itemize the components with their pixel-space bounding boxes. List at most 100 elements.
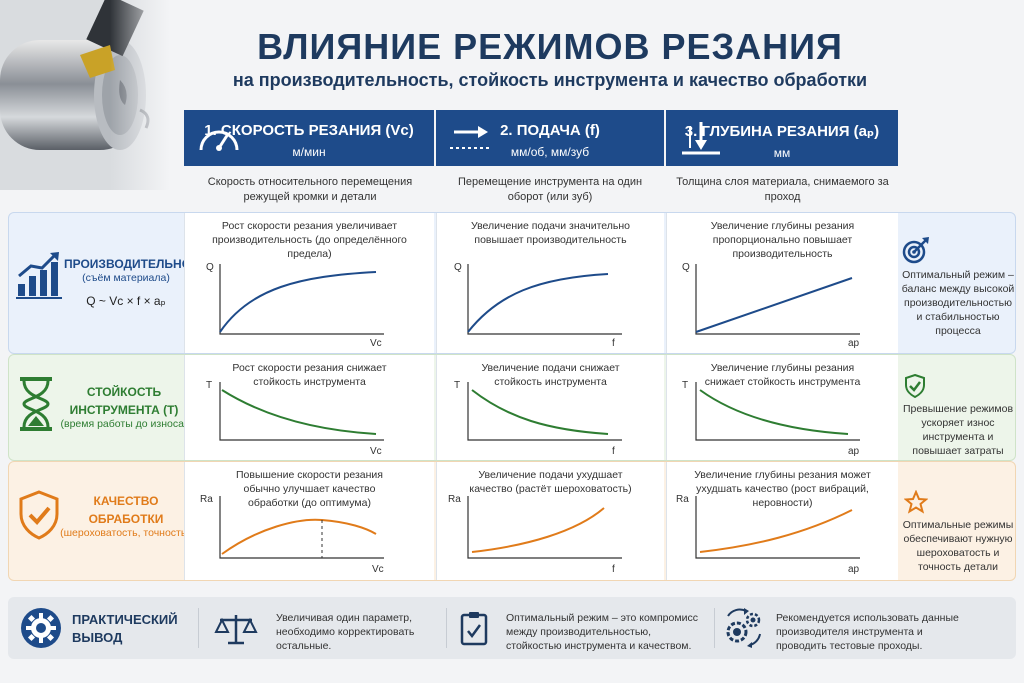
gear-icon <box>21 608 61 648</box>
cell-text: Увеличение подачи ухудшает качество (рас… <box>469 469 632 495</box>
star-icon <box>904 490 928 514</box>
cell-qual-depth: Увеличение глубины резания может ухудшат… <box>666 462 898 580</box>
chart-qual-feed: Ra f <box>448 494 622 575</box>
cell-text: Повышение скорости резания обычно улучша… <box>236 469 383 509</box>
chart-x-label: f <box>612 338 615 348</box>
cell-prod-speed: Рост скорости резания увеличивает произв… <box>184 213 434 353</box>
cell-qual-feed: Увеличение подачи ухудшает качество (рас… <box>436 462 664 580</box>
cell-life-feed: Увеличение подачи снижает стойкость инст… <box>436 355 664 460</box>
clipboard-check-icon <box>460 612 488 646</box>
chart-life-speed: T Vc <box>206 380 384 456</box>
column-title: 1. СКОРОСТЬ РЕЗАНИЯ (Vc) <box>204 122 414 139</box>
target-icon <box>902 237 929 264</box>
column-unit: м/мин <box>292 145 326 159</box>
productivity-formula: Q ~ Vc × f × aₚ <box>86 294 166 308</box>
chart-axes <box>695 382 860 441</box>
column-title: 2. ПОДАЧА (f) <box>500 122 600 139</box>
chart-y-label: T <box>454 380 460 391</box>
cell-life-speed: Рост скорости резания снижает стойкость … <box>184 355 434 460</box>
chart-axes <box>219 264 384 335</box>
column-description: Толщина слоя материала, снимаемого за пр… <box>676 176 889 203</box>
cell-text: Увеличение подачи снижает стойкость инст… <box>481 362 620 388</box>
chart-curve <box>219 271 377 333</box>
page-subtitle: на производительность, стойкость инструм… <box>232 70 868 90</box>
chart-x-label: Vc <box>370 338 382 348</box>
row-subtitle: (съём материала) <box>82 272 170 284</box>
column-header-feed: 2. ПОДАЧА (f) мм/об, мм/зуб <box>436 110 664 166</box>
chart-x-label: ap <box>848 446 860 456</box>
row-subtitle: (шероховатость, точность) <box>60 527 190 539</box>
chart-x-label: ap <box>848 564 860 575</box>
cell-text: Увеличение подачи значительно повышает п… <box>470 220 630 246</box>
chart-y-label: Ra <box>448 494 461 505</box>
column-description: Скорость относительного перемещения режу… <box>207 176 413 203</box>
shield-check-icon <box>19 490 59 540</box>
chart-prod-speed: Q Vc <box>206 262 384 348</box>
depth-arrow-icon <box>682 122 720 155</box>
chart-prod-feed: Q f <box>454 262 622 348</box>
row-title: СТОЙКОСТЬ ИНСТРУМЕНТА (T) <box>69 385 179 417</box>
conclusion-text: Оптимальный режим – это компромисс между… <box>506 612 698 652</box>
chart-curve <box>699 389 849 435</box>
page-title: ВЛИЯНИЕ РЕЖИМОВ РЕЗАНИЯ <box>257 26 843 67</box>
side-note: Оптимальные режимы обеспечивают нужную ш… <box>902 519 1014 573</box>
row-title: ПРОИЗВОДИТЕЛЬНОСТЬ <box>64 257 216 271</box>
conclusion-text: Рекомендуется использовать данные произв… <box>776 612 959 652</box>
side-note: Оптимальный режим – баланс между высокой… <box>901 269 1015 337</box>
column-unit: мм <box>773 146 791 160</box>
side-note: Превышение режимов ускоряет износ инстру… <box>902 403 1014 457</box>
chart-x-label: ap <box>848 338 860 348</box>
hourglass-icon <box>20 377 52 431</box>
chart-x-label: Vc <box>370 446 382 456</box>
cell-text: Увеличение глубины резания пропорциональ… <box>710 220 855 260</box>
bar-chart-growth-icon <box>16 252 62 299</box>
row-title: КАЧЕСТВО ОБРАБОТКИ <box>88 494 164 526</box>
divider <box>446 608 447 648</box>
chart-x-label: f <box>612 564 615 575</box>
chart-axes <box>467 382 622 441</box>
chart-y-label: Q <box>454 262 462 273</box>
practical-conclusion-panel <box>8 597 1016 659</box>
chart-axes <box>467 496 622 559</box>
column-unit: мм/об, мм/зуб <box>510 145 590 159</box>
chart-x-label: f <box>612 446 615 456</box>
chart-curve <box>471 389 609 435</box>
cell-text: Рост скорости резания увеличивает произв… <box>212 220 407 260</box>
cell-text: Увеличение глубины резания снижает стойк… <box>704 362 861 388</box>
chart-axes <box>467 264 622 335</box>
gears-arrows-icon <box>726 608 761 648</box>
chart-life-depth: T ap <box>682 380 860 456</box>
chart-qual-depth: Ra ap <box>676 494 860 575</box>
chart-axes <box>695 496 860 559</box>
lathe-tool-illustration <box>0 0 170 190</box>
conclusion-text: Увеличивая один параметр, необходимо кор… <box>276 612 415 652</box>
chart-x-label: Vc <box>372 564 384 575</box>
chart-curve <box>695 277 853 333</box>
column-description: Перемещение инструмента на один оборот (… <box>457 176 643 203</box>
chart-y-label: Ra <box>676 494 689 505</box>
column-header-speed: 1. СКОРОСТЬ РЕЗАНИЯ (Vc) м/мин <box>184 110 434 166</box>
row-subtitle: (время работы до износа) <box>60 418 188 430</box>
chart-curve <box>467 273 609 333</box>
column-title: 3. ГЛУБИНА РЕЗАНИЯ (aₚ) <box>684 123 880 140</box>
chart-axes <box>219 382 384 441</box>
chart-y-label: Ra <box>200 494 213 505</box>
speedometer-icon <box>199 130 239 151</box>
chart-y-label: T <box>206 380 212 391</box>
chart-curve <box>221 389 377 435</box>
chart-y-label: Q <box>206 262 214 273</box>
conclusion-title: ПРАКТИЧЕСКИЙ ВЫВОД <box>72 612 178 645</box>
chart-life-feed: T f <box>454 380 622 456</box>
chart-curve <box>221 518 377 555</box>
chart-curve <box>699 509 853 553</box>
chart-curve <box>471 507 605 553</box>
chart-prod-depth: Q ap <box>682 262 860 348</box>
chart-axes <box>219 496 384 559</box>
divider <box>198 608 199 648</box>
divider <box>714 608 715 648</box>
shield-check-icon <box>905 374 925 398</box>
cell-text: Рост скорости резания снижает стойкость … <box>232 362 387 388</box>
cell-text: Увеличение глубины резания может ухудшат… <box>694 469 871 509</box>
chart-y-label: T <box>682 380 688 391</box>
column-header-depth: 3. ГЛУБИНА РЕЗАНИЯ (aₚ) мм <box>666 110 898 166</box>
